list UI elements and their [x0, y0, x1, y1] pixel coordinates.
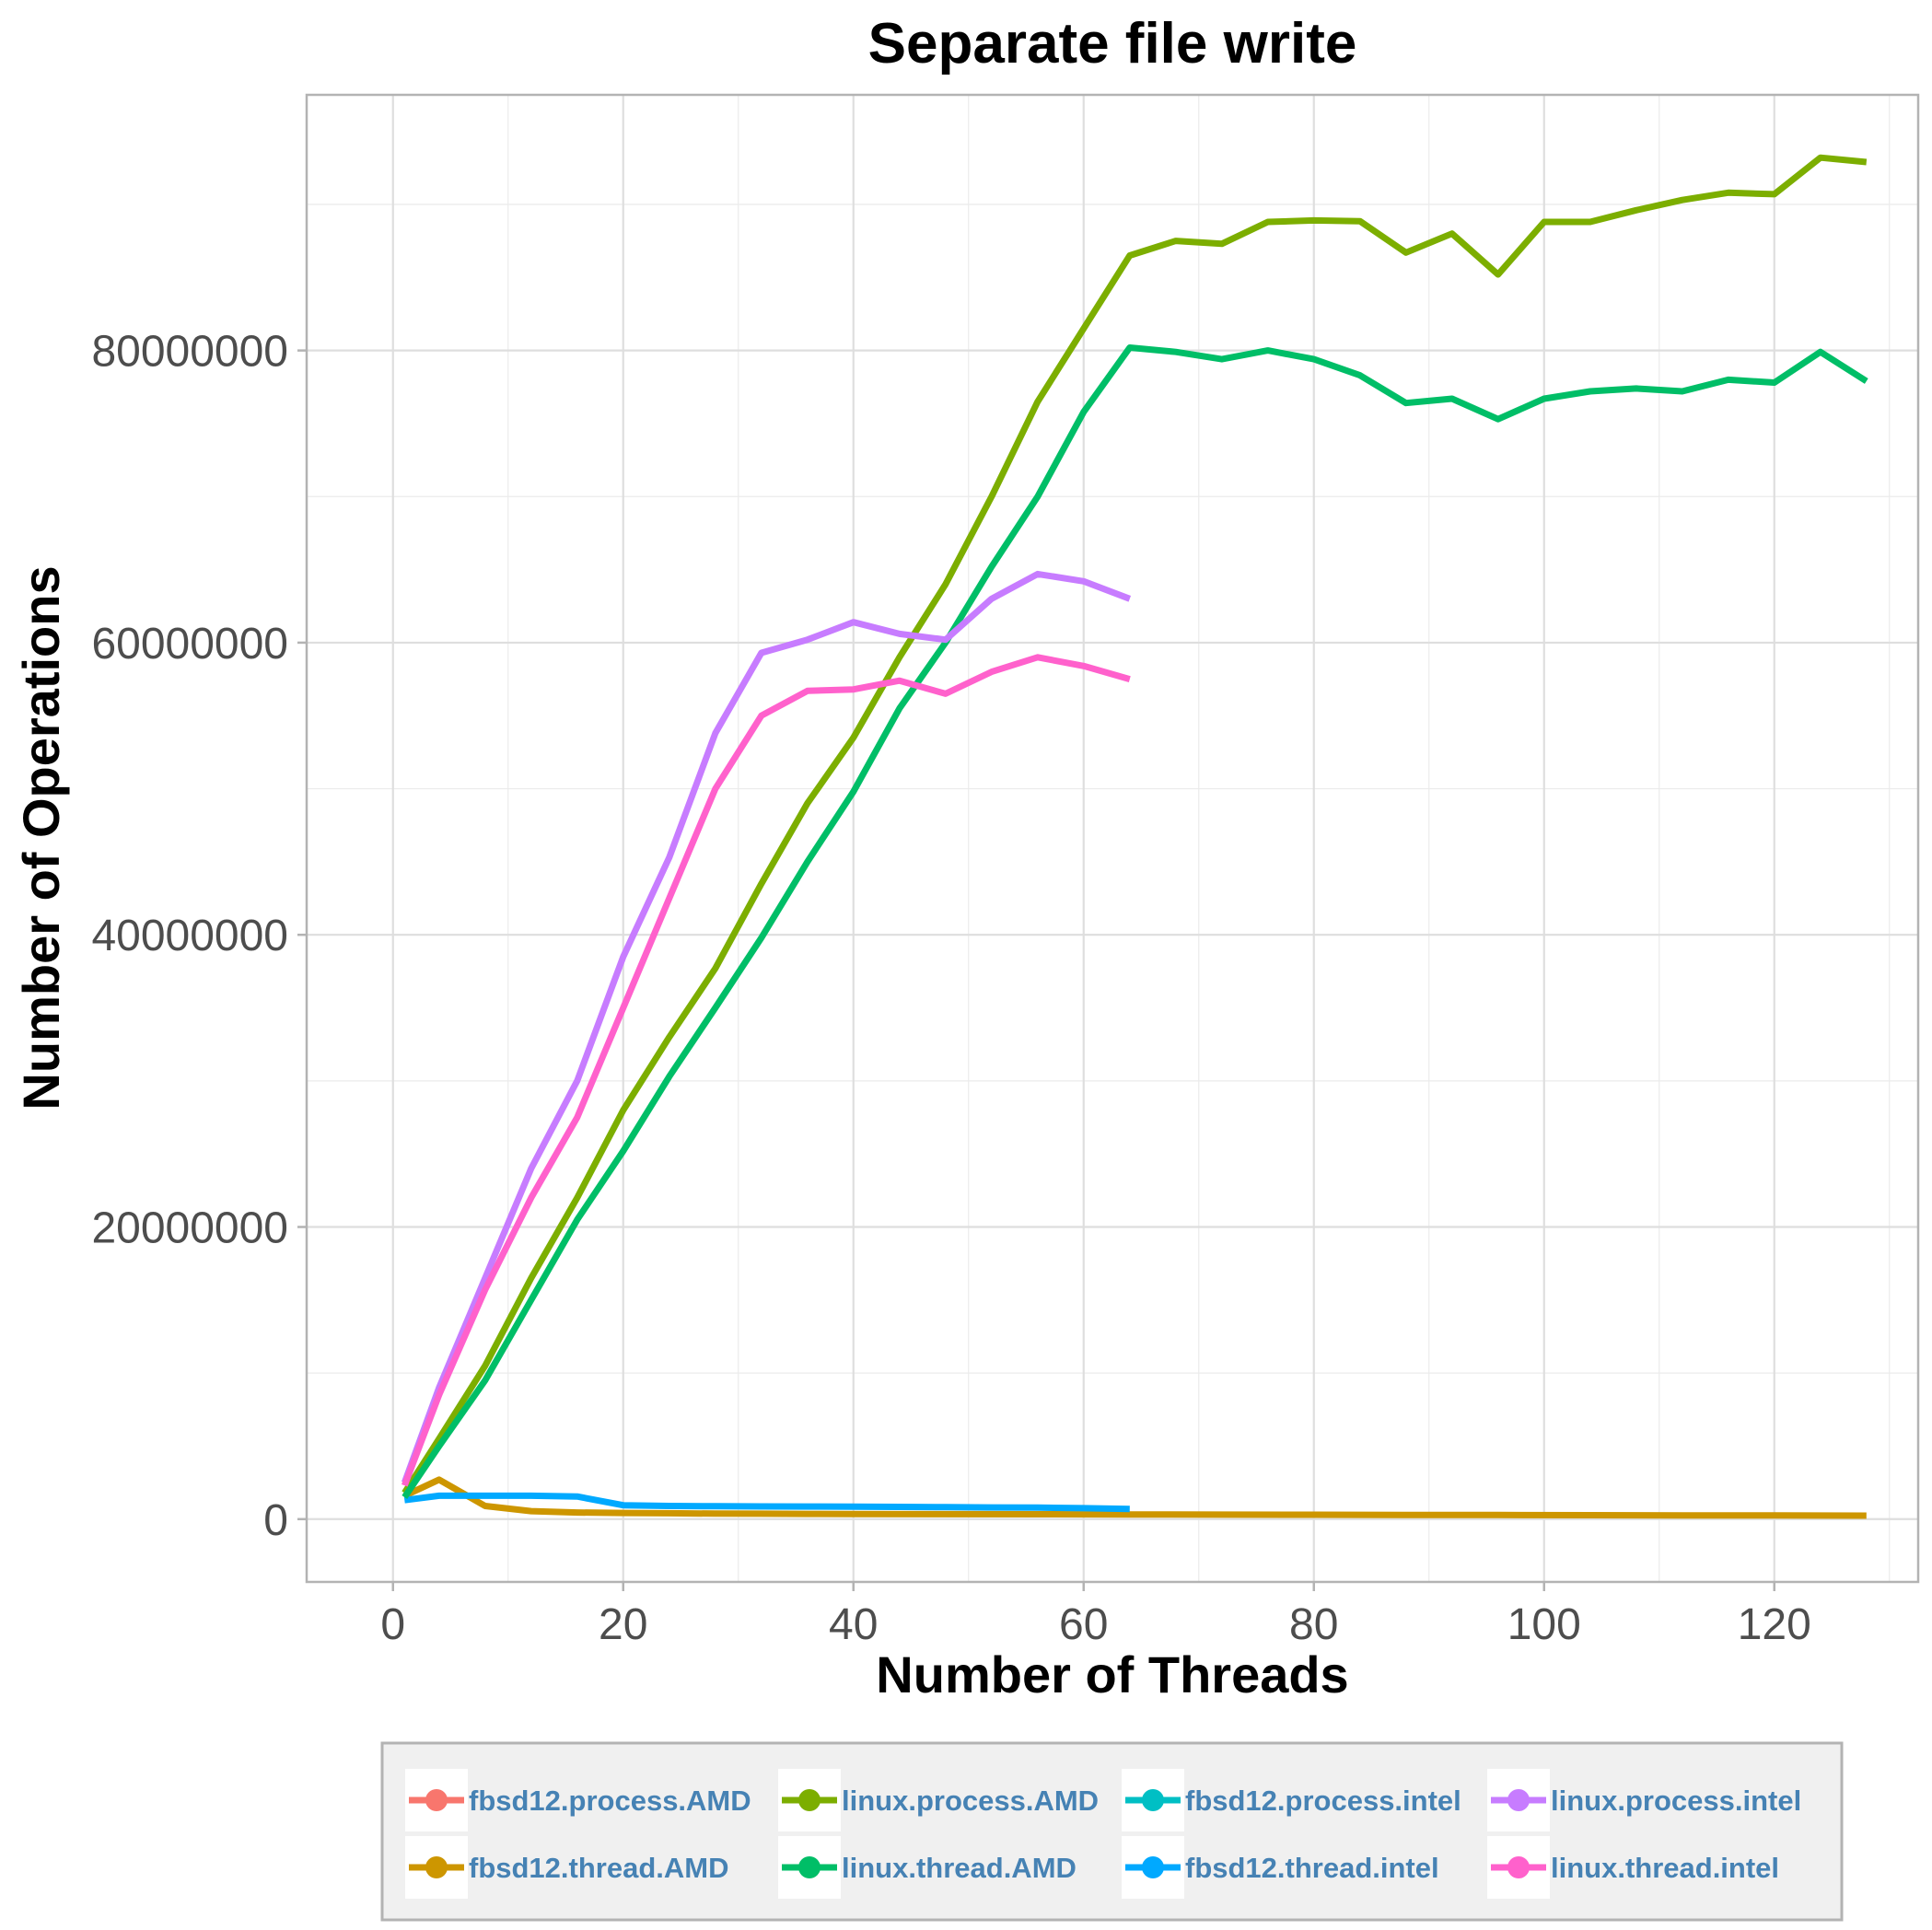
series-line-fbsd12-thread-intel [403, 1492, 1130, 1513]
x-tick-label: 80 [1289, 1600, 1338, 1649]
legend: fbsd12.process.AMD linux.process.AMD fbsd1… [380, 1741, 1844, 1922]
x-tick-label: 20 [599, 1600, 647, 1649]
y-axis-title: Number of Operations [12, 565, 70, 1110]
grid-lines [307, 95, 1918, 1582]
legend-key-marker-fbsd12-process-AMD [425, 1789, 448, 1811]
legend-label-fbsd12-process-intel: fbsd12.process.intel [1185, 1785, 1461, 1817]
legend-label-fbsd12-process-AMD: fbsd12.process.AMD [469, 1785, 751, 1817]
chart-title: Separate file write [868, 12, 1357, 76]
y-tick-label: 0 [263, 1496, 288, 1545]
legend-key-marker-linux-thread-AMD [798, 1856, 821, 1878]
x-tick-label: 60 [1059, 1600, 1108, 1649]
y-tick-label: 40000000 [91, 912, 288, 960]
legend-key-marker-fbsd12-thread-intel [1142, 1856, 1164, 1878]
x-tick-label: 40 [829, 1600, 878, 1649]
legend-label-linux-thread-intel: linux.thread.intel [1551, 1852, 1779, 1884]
legend-label-linux-process-intel: linux.process.intel [1551, 1785, 1801, 1817]
legend-label-fbsd12-thread-AMD: fbsd12.thread.AMD [469, 1852, 728, 1884]
legend-label-linux-process-AMD: linux.process.AMD [842, 1785, 1099, 1817]
x-tick-label: 120 [1738, 1600, 1811, 1649]
series-line-linux-thread-intel [402, 654, 1131, 1487]
legend-key-marker-fbsd12-process-intel [1142, 1789, 1164, 1811]
series-line-fbsd12-thread-AMD [402, 1476, 1867, 1519]
plot-panel-border [305, 93, 1920, 1584]
y-tick-label: 80000000 [91, 328, 288, 377]
x-tick-label: 0 [380, 1600, 405, 1649]
legend-key-marker-fbsd12-thread-AMD [425, 1856, 448, 1878]
legend-key-marker-linux-process-intel [1507, 1789, 1530, 1811]
legend-label-linux-thread-AMD: linux.thread.AMD [842, 1852, 1077, 1884]
legend-items: fbsd12.process.AMD linux.process.AMD fbsd1… [405, 1769, 1801, 1899]
y-tick-label: 20000000 [91, 1203, 288, 1252]
series-line-linux-thread-AMD [402, 344, 1868, 1499]
legend-key-marker-linux-process-AMD [798, 1789, 821, 1811]
legend-key-marker-linux-thread-intel [1507, 1856, 1530, 1878]
axis-ticks: 0 20 40 60 80 100 120 0 20000000 40000000 60000000… [91, 328, 1810, 1649]
y-tick-label: 60000000 [91, 620, 288, 669]
series-line-linux-process-intel [402, 570, 1132, 1484]
x-axis-title: Number of Threads [876, 1645, 1348, 1703]
legend-box [380, 1741, 1844, 1922]
x-tick-label: 100 [1507, 1600, 1581, 1649]
legend-label-fbsd12-thread-intel: fbsd12.thread.intel [1185, 1852, 1439, 1884]
series-lines [402, 154, 1868, 1519]
series-line-linux-process-AMD [402, 154, 1868, 1495]
